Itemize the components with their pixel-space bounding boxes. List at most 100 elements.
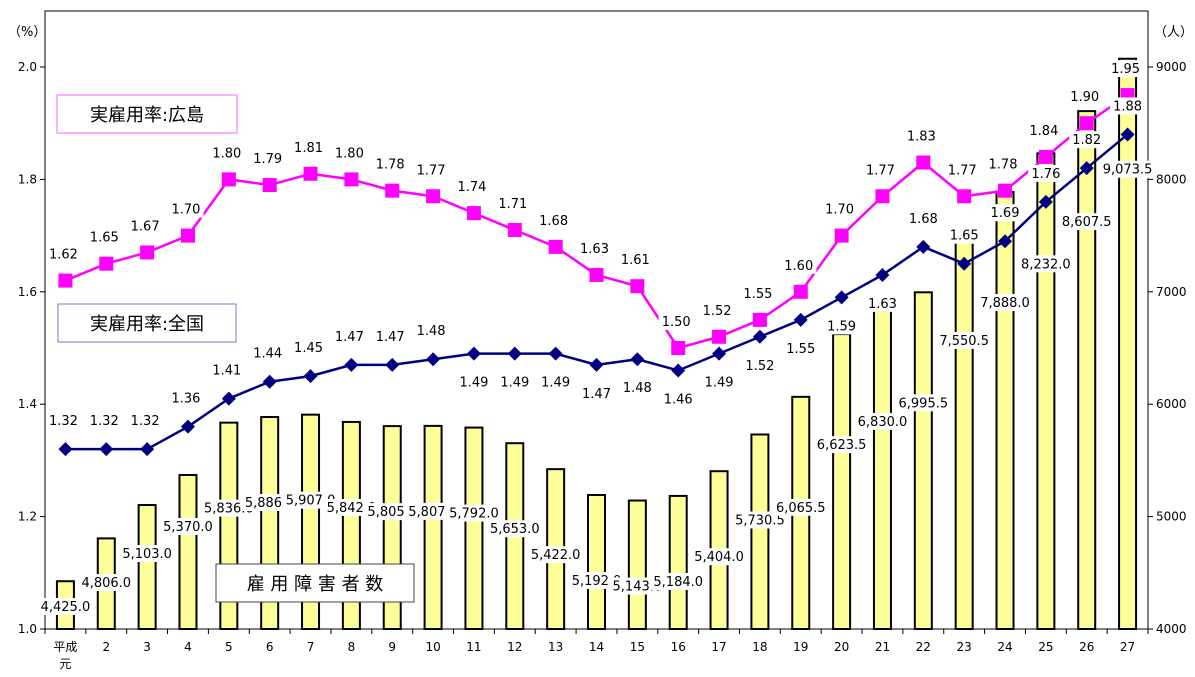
- bar: [464, 426, 484, 630]
- legend-employed-box: [215, 563, 415, 603]
- national-data-label: 1.47: [335, 330, 364, 345]
- hiroshima-data-label: 1.95: [1111, 62, 1140, 77]
- bar-data-label-bg: [894, 394, 953, 412]
- national-marker: [1038, 194, 1053, 209]
- right-axis-tick-label: 7000: [1156, 285, 1187, 299]
- hiroshima-data-label: 1.65: [90, 231, 119, 246]
- national-marker: [180, 419, 195, 434]
- hiroshima-marker: [752, 312, 767, 327]
- national-marker: [1120, 127, 1135, 142]
- national-data-label-bg: [619, 379, 655, 397]
- x-axis-tick-label: 平成: [53, 640, 77, 654]
- national-data-label-bg: [1028, 164, 1064, 182]
- national-data-label: 1.49: [459, 376, 488, 391]
- right-axis-tick-label: 6000: [1156, 397, 1187, 411]
- national-data-label-bg: [209, 361, 245, 379]
- hiroshima-data-label-bg: [781, 256, 817, 274]
- national-data-label: 1.76: [1031, 167, 1060, 182]
- hiroshima-data-label: 1.81: [294, 141, 323, 156]
- x-axis-tick-label: 23: [957, 640, 972, 654]
- hiroshima-marker: [262, 178, 277, 193]
- national-marker: [58, 442, 73, 457]
- national-data-label: 1.52: [745, 359, 774, 374]
- national-marker: [99, 442, 114, 457]
- national-data-label-bg: [578, 384, 615, 402]
- hiroshima-data-label: 1.78: [989, 158, 1018, 173]
- right-axis-unit: （人）: [1154, 25, 1193, 40]
- hiroshima-data-label: 1.77: [866, 163, 895, 178]
- hiroshima-marker: [548, 239, 563, 254]
- national-data-label-bg: [742, 356, 778, 374]
- national-marker: [221, 391, 236, 406]
- national-data-label-bg: [331, 327, 367, 345]
- x-axis-tick-label: 元: [59, 657, 71, 671]
- hiroshima-data-label: 1.80: [212, 146, 241, 161]
- national-data-label-bg: [372, 327, 408, 345]
- bar-data-label: 4,425.0: [41, 600, 91, 615]
- bar: [627, 499, 647, 630]
- bar-data-label: 5,792.0: [449, 507, 499, 522]
- x-axis-tick-label: 16: [671, 640, 686, 654]
- hiroshima-data-label: 1.71: [498, 197, 527, 212]
- x-axis-tick-label: 17: [711, 640, 726, 654]
- national-data-label: 1.88: [1113, 99, 1142, 114]
- hiroshima-data-label: 1.63: [580, 242, 609, 257]
- left-axis-tick-label: 1.4: [18, 397, 37, 411]
- hiroshima-data-label-bg: [862, 161, 899, 179]
- national-marker: [466, 346, 481, 361]
- bar-data-label: 8,232.0: [1021, 257, 1071, 272]
- bar-data-label-bg: [975, 293, 1035, 311]
- bar-data-label: 6,830.0: [858, 415, 908, 430]
- bar: [178, 474, 198, 630]
- hiroshima-marker: [303, 166, 318, 181]
- bar-data-label-bg: [1057, 213, 1117, 231]
- national-marker: [303, 369, 318, 384]
- hiroshima-marker: [875, 189, 890, 204]
- hiroshima-marker: [834, 228, 849, 243]
- hiroshima-marker: [344, 172, 359, 187]
- hiroshima-data-label-bg: [290, 138, 327, 156]
- hiroshima-data-label: 1.70: [172, 203, 201, 218]
- x-axis-tick-label: 21: [875, 640, 890, 654]
- bar-data-label: 5,653.0: [490, 522, 540, 537]
- bar: [995, 190, 1015, 630]
- bar-data-label-bg: [812, 436, 871, 454]
- x-axis-tick-label: 22: [916, 640, 931, 654]
- bar-data-label: 6,995.5: [899, 396, 949, 411]
- hiroshima-data-label: 1.61: [621, 253, 650, 268]
- national-marker: [385, 357, 400, 372]
- bar: [137, 504, 157, 630]
- national-data-label: 1.69: [991, 206, 1020, 221]
- national-marker: [834, 290, 849, 305]
- hiroshima-data-label: 1.90: [1070, 90, 1099, 105]
- right-axis-tick-label: 8000: [1156, 172, 1187, 186]
- national-data-label-bg: [864, 294, 901, 312]
- legend-national-box: [57, 303, 237, 343]
- hiroshima-data-label-bg: [740, 284, 776, 302]
- national-data-label: 1.41: [212, 364, 241, 379]
- hiroshima-data-label: 1.55: [743, 287, 772, 302]
- x-axis-tick-label: 12: [507, 640, 522, 654]
- bar: [750, 433, 770, 630]
- x-axis-tick-label: 14: [589, 640, 604, 654]
- bar-data-label: 7,888.0: [980, 296, 1030, 311]
- hiroshima-data-label-bg: [944, 161, 980, 179]
- left-axis-tick-label: 1.0: [18, 622, 37, 636]
- bar-data-label-bg: [36, 598, 95, 615]
- national-data-label: 1.49: [705, 376, 734, 391]
- national-data-label: 1.45: [294, 341, 323, 356]
- hiroshima-data-label: 1.79: [253, 152, 282, 167]
- bar-data-label: 5,730.5: [735, 513, 785, 528]
- national-marker: [344, 357, 359, 372]
- hiroshima-marker: [140, 245, 155, 260]
- bar-data-label: 9,073.5: [1103, 163, 1153, 178]
- national-data-label: 1.32: [90, 414, 119, 429]
- hiroshima-data-label: 1.80: [335, 146, 364, 161]
- x-axis-tick-label: 6: [266, 640, 274, 654]
- left-axis-tick-label: 1.8: [18, 172, 37, 186]
- x-axis-tick-label: 2: [102, 640, 110, 654]
- national-data-label: 1.32: [49, 414, 78, 429]
- national-data-label-bg: [660, 390, 696, 408]
- x-axis-tick-label: 8: [348, 640, 356, 654]
- bar-data-label-bg: [853, 412, 912, 430]
